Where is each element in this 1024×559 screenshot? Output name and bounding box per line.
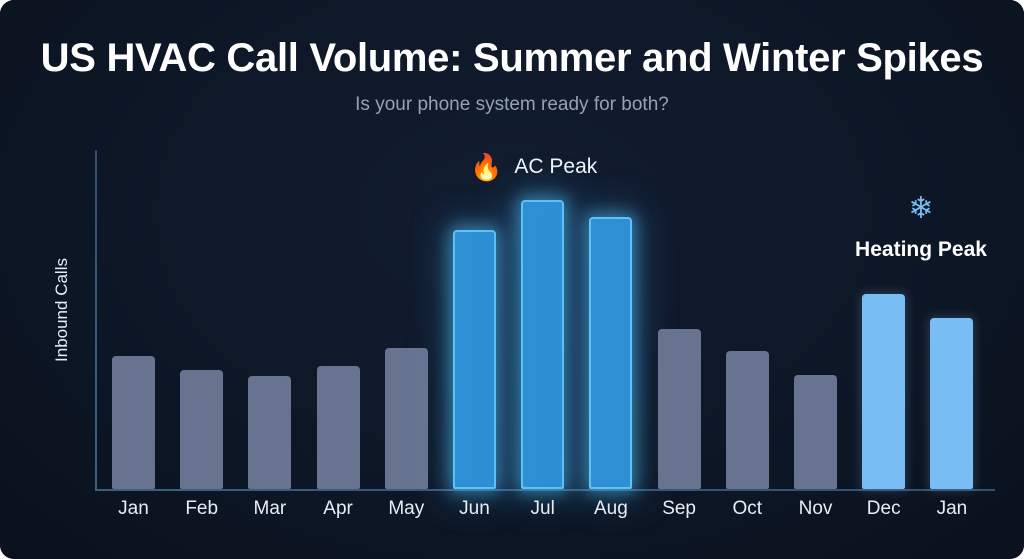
annotation-heating-peak-label: Heating Peak	[855, 238, 987, 261]
x-tick-may-4: May	[388, 498, 425, 519]
fire-icon: 🔥	[470, 152, 503, 182]
annotation-heating-peak: ❄ Heating Peak	[853, 194, 989, 262]
y-axis-label: Inbound Calls	[52, 258, 71, 362]
bar-jan-12[interactable]	[930, 318, 974, 489]
x-tick-oct-9: Oct	[732, 498, 763, 519]
bar-dec-11[interactable]	[862, 294, 906, 489]
bar-jan-0[interactable]	[112, 356, 155, 489]
x-tick-dec-11: Dec	[866, 498, 901, 519]
annotation-ac-peak: 🔥 AC Peak	[470, 154, 597, 180]
x-tick-jun-5: Jun	[459, 498, 490, 519]
bar-may-4[interactable]	[384, 348, 428, 489]
x-tick-jul-6: Jul	[530, 498, 555, 519]
bar-aug-7[interactable]	[589, 217, 633, 489]
x-tick-jan-0: Jan	[118, 498, 149, 519]
x-tick-mar-2: Mar	[253, 498, 287, 519]
x-tick-jan-12: Jan	[936, 498, 968, 519]
bar-nov-10[interactable]	[794, 375, 837, 489]
snowflake-icon: ❄	[908, 192, 934, 225]
y-axis-line	[95, 150, 97, 490]
x-tick-nov-10: Nov	[798, 498, 833, 519]
x-tick-apr-3: Apr	[323, 498, 353, 519]
x-tick-feb-1: Feb	[185, 498, 219, 519]
bar-apr-3[interactable]	[316, 366, 360, 489]
x-tick-sep-8: Sep	[662, 498, 696, 519]
bar-feb-1[interactable]	[180, 370, 224, 489]
page-title: US HVAC Call Volume: Summer and Winter S…	[40, 36, 984, 80]
chart-subtitle: Is your phone system ready for both?	[355, 94, 669, 115]
chart-header: US HVAC Call Volume: Summer and Winter S…	[0, 0, 1024, 116]
bar-mar-2[interactable]	[248, 376, 292, 489]
x-axis-line	[95, 489, 995, 491]
bar-sep-8[interactable]	[657, 329, 701, 489]
bar-oct-9[interactable]	[725, 351, 769, 489]
bar-jun-5[interactable]	[453, 230, 496, 489]
bar-jul-6[interactable]	[521, 200, 565, 489]
annotation-ac-peak-label: AC Peak	[514, 155, 598, 178]
x-tick-aug-7: Aug	[593, 498, 628, 519]
